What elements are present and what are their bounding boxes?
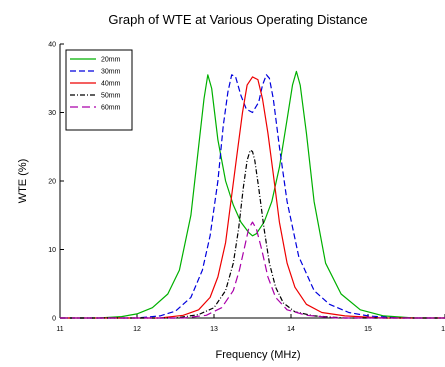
- legend-label: 60mm: [101, 105, 121, 112]
- series-line-40mm: [60, 76, 445, 319]
- series-line-50mm: [60, 149, 445, 319]
- x-tick-label: 12: [133, 326, 141, 333]
- x-tick-label: 11: [56, 326, 63, 333]
- x-tick-label: 13: [210, 326, 218, 333]
- x-tick-label: 15: [364, 326, 372, 333]
- legend-label: 30mm: [101, 69, 121, 76]
- legend-label: 40mm: [101, 81, 121, 88]
- series-line-60mm: [60, 221, 445, 319]
- series-line-30mm: [60, 74, 445, 319]
- x-tick-label: 14: [287, 326, 295, 333]
- legend-box: [65, 49, 133, 131]
- y-axis-label: WTE (%): [17, 159, 29, 204]
- x-tick-label: 16: [441, 326, 445, 333]
- y-tick-label: 0: [52, 316, 56, 323]
- x-ticks: 11 12 13 14 15 16: [56, 314, 445, 333]
- legend-label: 50mm: [101, 93, 121, 100]
- chart-title: Graph of WTE at Various Operating Distan…: [108, 12, 367, 27]
- legend-label: 20mm: [101, 57, 121, 64]
- legend: 20mm 30mm 40mm 50mm 60mm: [65, 49, 133, 131]
- series-line-20mm: [60, 70, 445, 319]
- y-tick-label: 20: [48, 179, 56, 186]
- x-axis-label: Frequency (MHz): [216, 349, 301, 361]
- y-tick-label: 30: [48, 110, 56, 117]
- y-tick-label: 10: [48, 247, 56, 254]
- series-lines: [60, 70, 445, 319]
- y-tick-label: 40: [48, 42, 56, 49]
